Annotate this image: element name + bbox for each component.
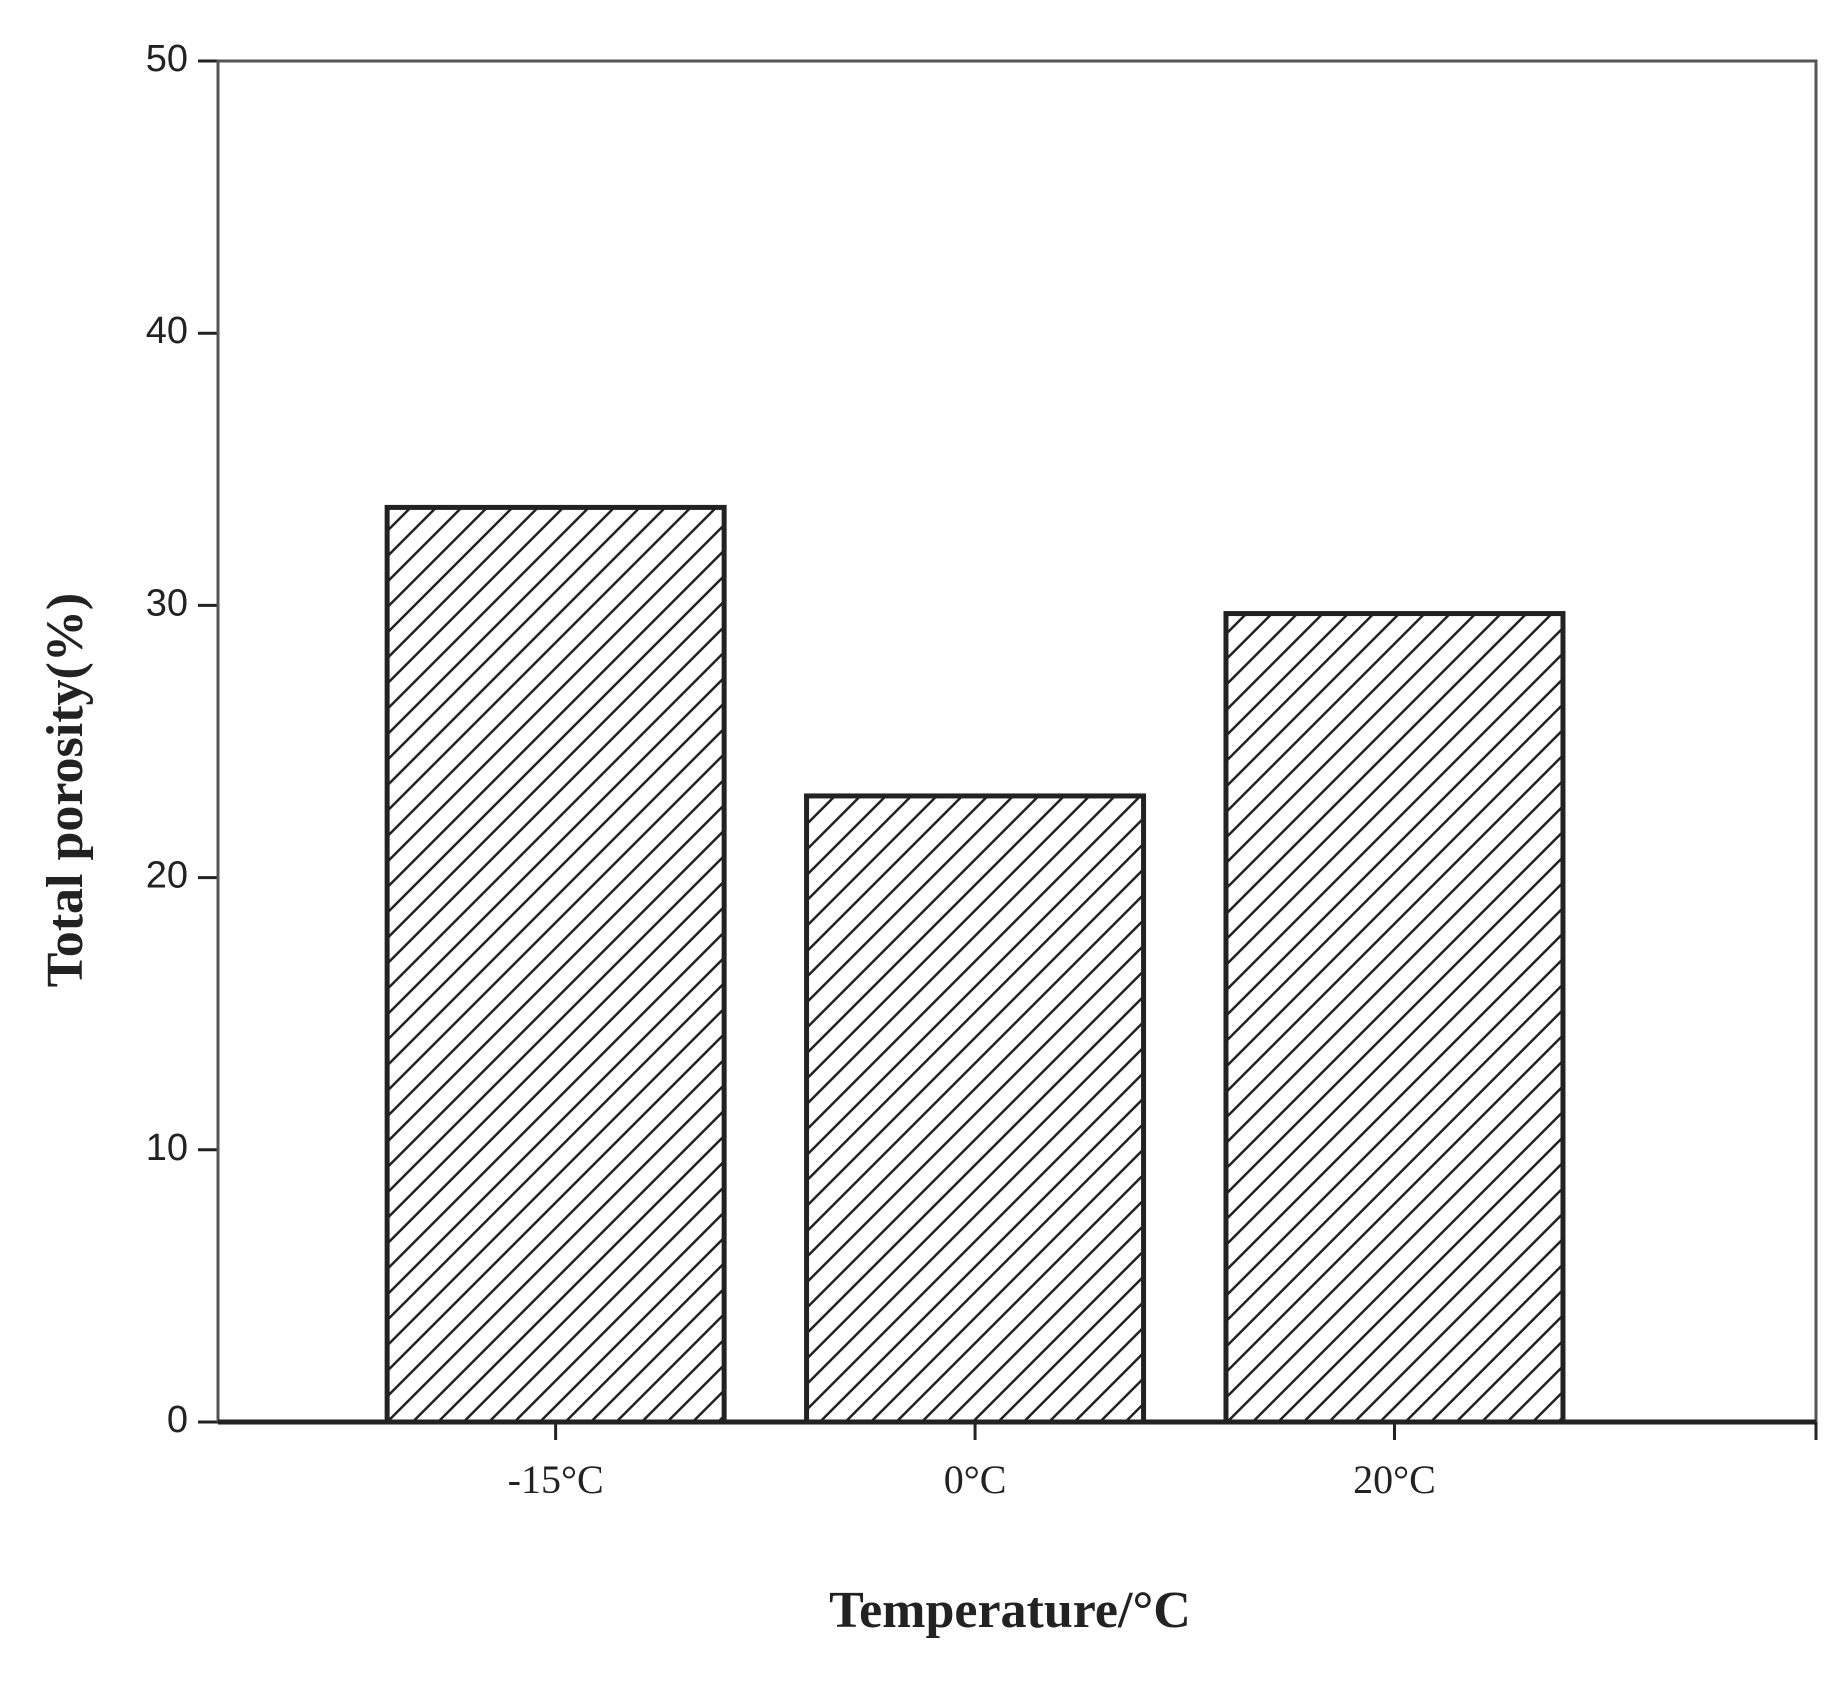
- x-tick-label: -15°C: [508, 1457, 604, 1502]
- y-tick-label: 0: [167, 1399, 188, 1441]
- bar: [1223, 611, 1566, 1425]
- frame: [216, 59, 1818, 1422]
- y-tick-label: 10: [146, 1127, 188, 1169]
- y-axis-title: Total porosity(%): [37, 593, 94, 987]
- x-axis-title: Temperature/°C: [829, 1582, 1191, 1639]
- x-tick-label: 20°C: [1353, 1457, 1436, 1502]
- bar: [804, 793, 1147, 1425]
- y-tick-label: 20: [146, 855, 188, 897]
- y-tick-label: 40: [146, 310, 188, 352]
- bar: [384, 504, 727, 1425]
- y-tick-label: 50: [146, 38, 188, 80]
- y-tick-label: 30: [146, 582, 188, 624]
- x-tick-label: 0°C: [944, 1457, 1007, 1502]
